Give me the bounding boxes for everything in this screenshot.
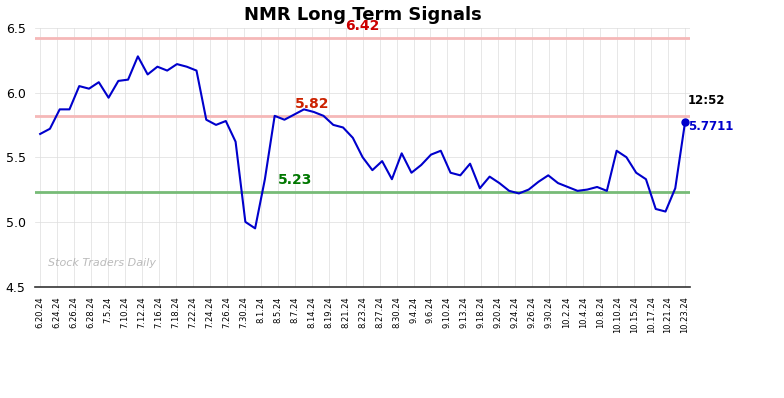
Text: 6.42: 6.42: [346, 19, 379, 33]
Title: NMR Long Term Signals: NMR Long Term Signals: [244, 6, 481, 23]
Text: 5.82: 5.82: [295, 97, 329, 111]
Text: 5.23: 5.23: [278, 173, 312, 187]
Text: Stock Traders Daily: Stock Traders Daily: [49, 258, 156, 269]
Text: 12:52: 12:52: [688, 94, 725, 107]
Text: 5.7711: 5.7711: [688, 120, 733, 133]
